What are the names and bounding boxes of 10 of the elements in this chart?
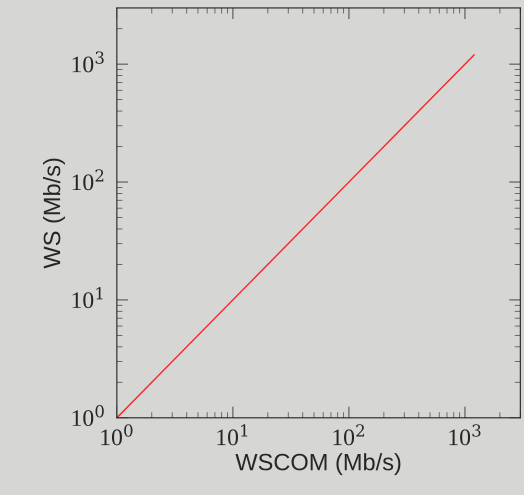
y-tick-label: 10$^{1}$: [72, 287, 103, 308]
x-axis-title: WSCOM (Mb/s): [235, 453, 400, 476]
x-tick-label: 10$^{0}$: [101, 424, 133, 446]
y-axis-title: WS (Mb/s): [42, 158, 65, 268]
y-tick-label: 10$^{0}$: [72, 404, 104, 426]
x-tick-label: 10$^{2}$: [333, 424, 364, 446]
x-tick-label: 10$^{1}$: [217, 424, 248, 446]
y-tick-label: 10$^{3}$: [72, 51, 104, 72]
x-tick-label: 10$^{3}$: [449, 424, 480, 446]
y-tick-label: 10$^{2}$: [72, 169, 104, 190]
